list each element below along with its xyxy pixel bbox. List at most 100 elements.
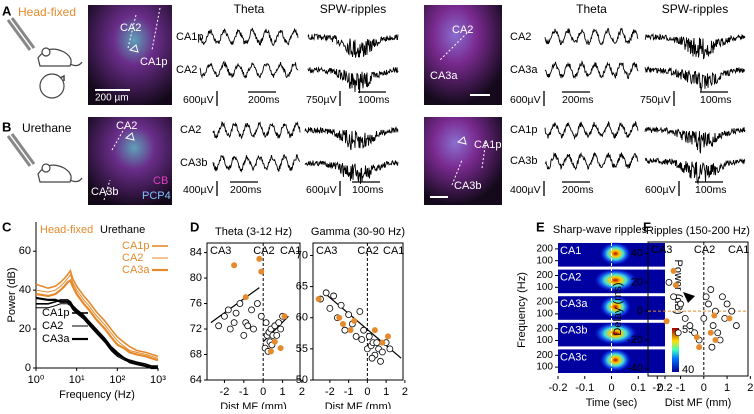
point	[341, 326, 349, 334]
point	[250, 325, 257, 333]
point	[686, 322, 694, 329]
y-tick-label: 84	[190, 246, 202, 258]
trace	[199, 27, 299, 47]
point	[700, 314, 708, 322]
power-blob	[599, 295, 632, 319]
image-label: CB	[153, 175, 168, 187]
mouse-icon	[6, 17, 83, 183]
spectrum-line	[35, 296, 158, 370]
point	[345, 311, 353, 319]
point	[663, 318, 670, 325]
point	[674, 329, 682, 337]
trace	[199, 60, 299, 79]
point	[707, 329, 714, 336]
y-tick-label: 70	[296, 249, 308, 261]
point	[377, 357, 384, 365]
x-tick-label: -1	[239, 386, 249, 398]
scale-label: 100ms	[695, 184, 727, 196]
scale-label: 600µV	[645, 184, 676, 196]
point	[224, 306, 232, 314]
point	[236, 300, 244, 307]
point	[258, 268, 265, 275]
histology-image	[88, 5, 172, 105]
point	[215, 322, 223, 330]
row-label: CA3c	[560, 351, 587, 363]
y-tick-label: -40	[627, 363, 643, 375]
power-blob	[593, 321, 638, 346]
arrowhead	[683, 292, 695, 303]
condition-label: Urethane	[22, 121, 72, 135]
spectrum-line	[35, 278, 159, 362]
y-tick-label: 50	[296, 374, 308, 386]
column-header: Theta	[234, 2, 265, 16]
point	[244, 322, 252, 330]
point	[257, 312, 265, 320]
region-label: CA1	[383, 245, 404, 257]
y-tick-label: 100	[536, 309, 553, 320]
image-label: CA1p	[140, 56, 168, 68]
row-label: CA1	[560, 245, 581, 257]
point	[262, 319, 270, 327]
point	[385, 333, 391, 340]
legend-title: Urethane	[100, 224, 145, 236]
y-tick-label: 60	[296, 312, 308, 324]
chart-title: Theta (3-12 Hz)	[215, 226, 292, 238]
y-tick-label: 64	[190, 374, 202, 386]
scale-label: 400µV	[183, 184, 214, 196]
y-tick-label: 76	[190, 297, 202, 309]
image-label: CA3b	[91, 186, 119, 198]
point	[378, 348, 386, 356]
x-tick-label: 0	[364, 386, 370, 398]
panel-label: D	[190, 219, 199, 234]
image-scale: 200 µm	[95, 93, 129, 104]
point	[712, 336, 719, 343]
x-tick-label: 10²	[109, 374, 125, 386]
point	[707, 286, 715, 293]
point	[242, 294, 249, 301]
x-tick-label: -1	[676, 382, 686, 394]
point	[670, 293, 677, 301]
image-label: CA2	[116, 120, 137, 132]
x-tick-label: 0	[260, 386, 266, 398]
scale-label: 100ms	[358, 94, 390, 106]
panel-label: B	[2, 119, 11, 134]
spectrum-line	[35, 273, 159, 359]
region-label: CA3	[316, 245, 337, 257]
scale-label: 600µV	[183, 94, 214, 106]
panel-label: F	[643, 219, 651, 234]
point	[271, 338, 278, 345]
y-tick-label: 200	[536, 244, 553, 255]
scale-bars	[95, 89, 490, 198]
chart-title: Sharp-wave ripples	[553, 224, 648, 236]
spectrum-line	[35, 268, 159, 358]
chart-title: Ripples (150-200 Hz)	[646, 225, 750, 237]
y-tick-label: 20	[19, 323, 31, 335]
channel-label: CA1p	[510, 124, 538, 136]
x-tick-label: 1	[383, 386, 389, 398]
y-tick-label: 200	[536, 297, 553, 308]
trace	[544, 27, 639, 46]
fit-line	[210, 287, 260, 324]
point	[273, 331, 281, 339]
channel-label: CA3a	[510, 64, 538, 76]
scale-label: 200ms	[248, 94, 280, 106]
channel-label: CA3b	[180, 157, 208, 169]
point	[719, 293, 726, 301]
point	[337, 301, 345, 309]
plot-frame	[647, 241, 749, 377]
y-tick-label: 68	[190, 348, 202, 360]
x-axis-label: Dist MF (mm)	[325, 401, 392, 409]
region-label: CA3	[651, 244, 672, 256]
image-label: CA1p	[474, 139, 502, 151]
point	[322, 289, 330, 297]
y-tick-label: 40	[631, 247, 643, 259]
point	[672, 282, 679, 289]
plot-frame	[206, 242, 301, 381]
x-tick-label: 10³	[150, 374, 166, 386]
row-label: CA2	[560, 272, 581, 284]
y-axis-label: Power (dB)	[6, 267, 18, 322]
point	[277, 325, 285, 333]
channel-label: CA3b	[510, 155, 538, 167]
trace	[544, 151, 639, 171]
